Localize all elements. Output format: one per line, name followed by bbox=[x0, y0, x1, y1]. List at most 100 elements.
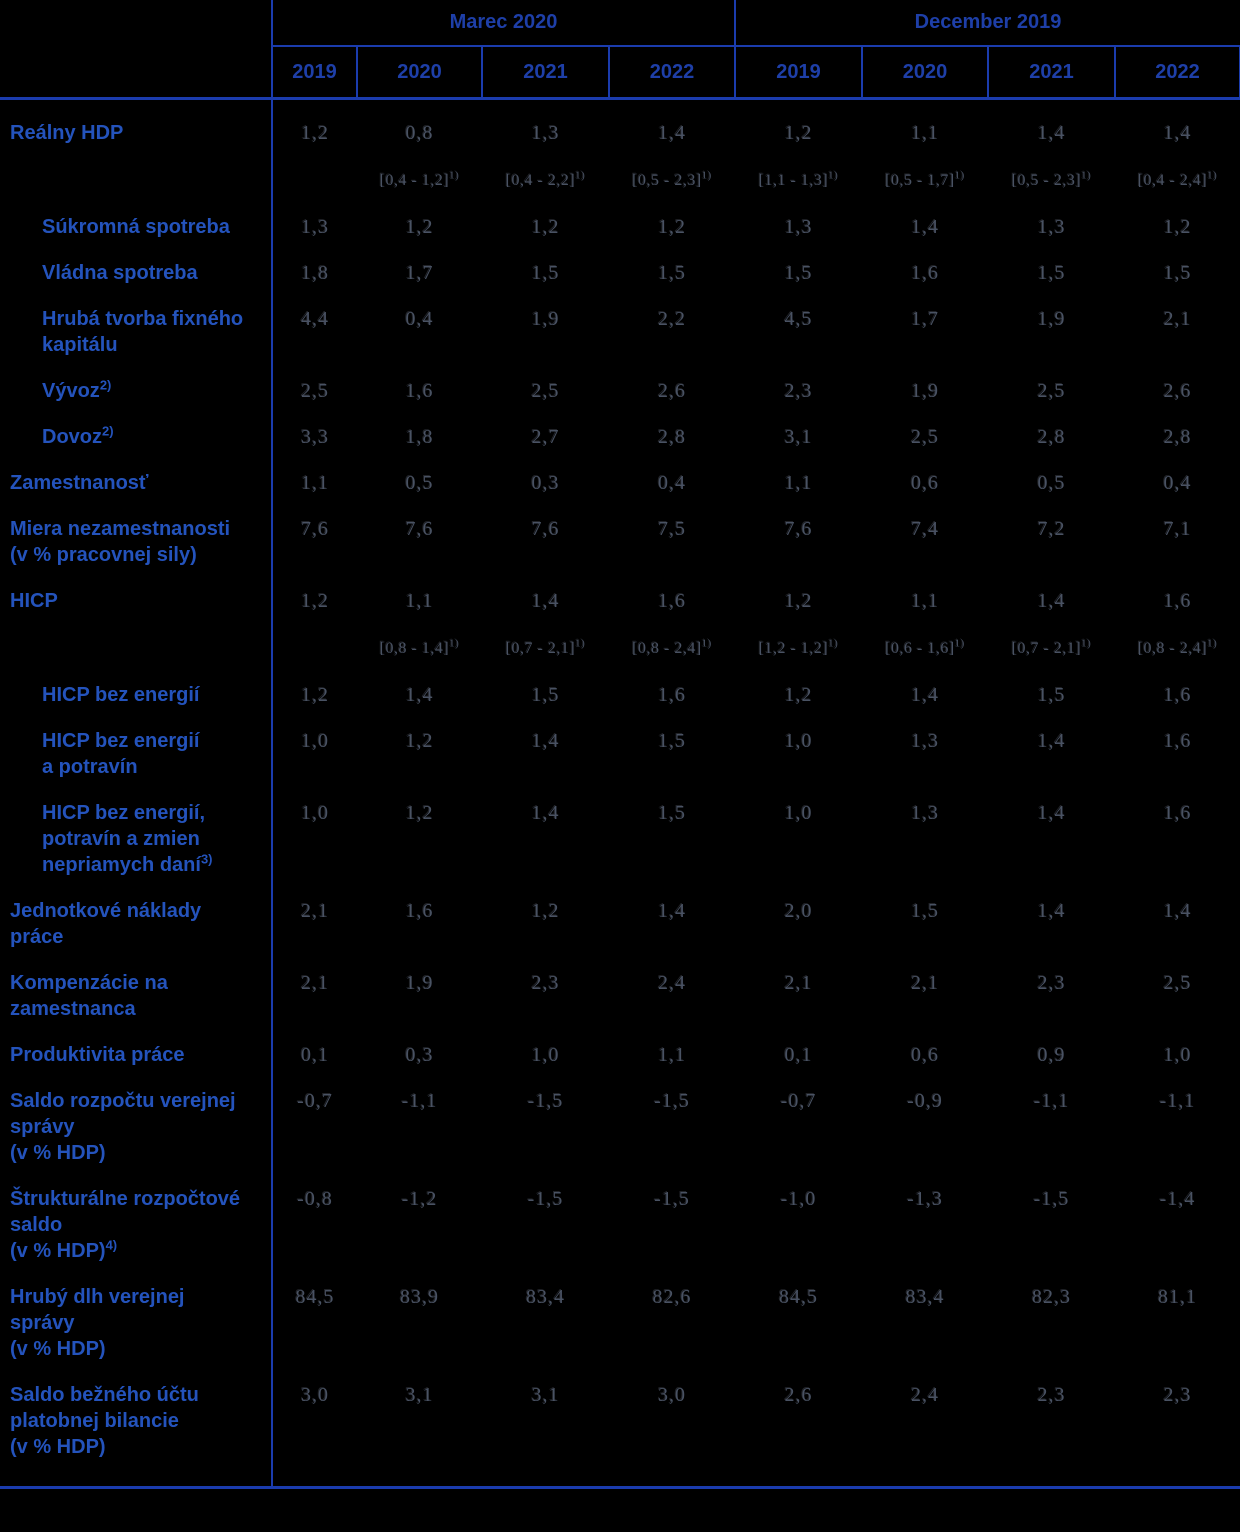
value-cell: 1,5 bbox=[531, 684, 560, 706]
value-cell: 1,6 bbox=[1163, 802, 1192, 824]
year-header-marec-2021: 2021 bbox=[481, 45, 610, 100]
row-label: HICP bez energií a potravín bbox=[0, 708, 273, 780]
value-cell: 1,8 bbox=[301, 262, 329, 284]
table-row-hicp-bez-energii-potravin-dani: HICP bez energií, potravín a zmien nepriam… bbox=[0, 780, 1240, 878]
value-cell: 1,5 bbox=[531, 262, 560, 284]
uncertainty-range: [0,5 - 1,7]1) bbox=[885, 169, 965, 189]
value-cell: 7,6 bbox=[784, 518, 813, 540]
value-cell: 1,0 bbox=[784, 802, 813, 824]
value-cell: 7,6 bbox=[405, 518, 434, 540]
value-cell: 1,1 [0,6 - 1,6]1) bbox=[862, 568, 988, 662]
value-cell: 2,5 bbox=[1037, 380, 1066, 402]
value-cell: 1,5 bbox=[658, 262, 686, 284]
value-cell: 2,8 bbox=[658, 426, 686, 448]
table-row-miera-nezamestnanosti: Miera nezamestnanosti (v % pracovnej sily… bbox=[0, 496, 1240, 568]
value-cell: 2,6 bbox=[1163, 380, 1192, 402]
value-cell: 1,9 bbox=[911, 380, 939, 402]
value-cell: -1,1 bbox=[401, 1090, 438, 1112]
value-cell: 2,7 bbox=[531, 426, 560, 448]
value-cell: 2,4 bbox=[862, 1362, 988, 1489]
value-cell: 0,6 bbox=[911, 1044, 939, 1066]
value-cell: 0,1 bbox=[301, 1044, 329, 1066]
group-header-row: Marec 2020 December 2019 bbox=[0, 0, 1240, 47]
value-cell: 2,3 bbox=[1115, 1362, 1240, 1489]
value-cell: 2,5 bbox=[911, 426, 939, 448]
value-cell: 1,4 [0,4 - 2,4]1) bbox=[1115, 99, 1240, 195]
value-cell: 1,4 bbox=[531, 802, 560, 824]
uncertainty-range: [0,4 - 1,2]1) bbox=[379, 169, 460, 189]
value-cell: 2,1 bbox=[911, 972, 939, 994]
value-cell: 82,3 bbox=[1032, 1286, 1071, 1308]
year-header-marec-2022: 2022 bbox=[608, 45, 736, 100]
value-cell: 81,1 bbox=[1158, 1286, 1198, 1308]
value-cell: 0,1 bbox=[784, 1044, 813, 1066]
value-cell: -0,8 bbox=[297, 1188, 333, 1210]
value-cell: 3,0 bbox=[272, 1362, 357, 1489]
value-cell: 1,0 bbox=[301, 802, 329, 824]
uncertainty-range: [1,2 - 1,2]1) bbox=[758, 637, 839, 657]
value-cell: 1,5 bbox=[1163, 262, 1192, 284]
value-cell: 0,4 bbox=[1163, 472, 1192, 494]
value-cell: 1,2 bbox=[405, 216, 434, 238]
row-label: Štrukturálne rozpočtové saldo (v % HDP)4) bbox=[0, 1166, 273, 1264]
value-cell: 7,6 bbox=[531, 518, 560, 540]
value-cell: 1,0 bbox=[784, 730, 813, 752]
value-cell: 2,3 bbox=[531, 972, 560, 994]
uncertainty-range: [0,5 - 2,3]1) bbox=[632, 169, 712, 189]
value-cell: 1,1 bbox=[784, 472, 813, 494]
value-cell: 1,4 [0,5 - 2,3]1) bbox=[988, 99, 1115, 195]
value-cell: 1,6 bbox=[405, 900, 434, 922]
value-cell: 2,3 bbox=[784, 380, 813, 402]
value-cell: 1,7 bbox=[911, 308, 939, 330]
value-cell: 2,8 bbox=[1163, 426, 1192, 448]
table-row-sukromna-spotreba: Súkromná spotreba 1,3 1,2 1,2 1,2 1,3 1,4 1,3 1,… bbox=[0, 194, 1240, 240]
value-cell: 2,5 bbox=[301, 380, 329, 402]
value-cell: 3,1 bbox=[482, 1362, 609, 1489]
value-cell: 1,4 bbox=[911, 216, 939, 238]
value-cell: 1,7 bbox=[405, 262, 434, 284]
table-row-hicp-bez-energii: HICP bez energií 1,2 1,4 1,5 1,6 1,2 1,4 1,5 1,6 bbox=[0, 662, 1240, 708]
table-row-hicp: HICP 1,2 1,1 [0,8 - 1,4]1) 1,4 [0,7 - 2,1]1) 1… bbox=[0, 568, 1240, 662]
value-cell: 0,5 bbox=[1037, 472, 1066, 494]
value-cell: 3,1 bbox=[784, 426, 813, 448]
value-cell: -1,0 bbox=[780, 1188, 817, 1210]
year-header-december-2019: 2019 bbox=[734, 45, 863, 100]
value-cell: 1,4 bbox=[1037, 900, 1066, 922]
value-cell: 1,2 bbox=[658, 216, 686, 238]
uncertainty-range: [0,5 - 2,3]1) bbox=[1011, 169, 1092, 189]
group-header-december-2019: December 2019 bbox=[735, 0, 1240, 47]
value-cell: 1,2 [1,2 - 1,2]1) bbox=[735, 568, 862, 662]
value-cell: 0,9 bbox=[1037, 1044, 1066, 1066]
value-cell: 1,1 [0,5 - 1,7]1) bbox=[862, 99, 988, 195]
value-cell: 7,1 bbox=[1163, 518, 1192, 540]
value-cell: 2,2 bbox=[658, 308, 686, 330]
value-cell: 1,5 bbox=[658, 802, 686, 824]
value-cell: 2,1 bbox=[301, 900, 329, 922]
value-cell: -1,5 bbox=[527, 1188, 564, 1210]
row-label: Jednotkové náklady práce bbox=[0, 878, 273, 950]
value-cell: 2,3 bbox=[988, 1362, 1115, 1489]
value-cell: 1,4 bbox=[405, 684, 434, 706]
value-cell: 1,2 bbox=[405, 802, 434, 824]
value-cell: 1,3 bbox=[784, 216, 813, 238]
row-label: Zamestnanosť bbox=[0, 450, 273, 496]
row-label: Saldo bežného účtu platobnej bilancie (v %… bbox=[0, 1362, 273, 1489]
value-cell: 0,5 bbox=[405, 472, 434, 494]
value-cell: 1,6 bbox=[1163, 730, 1192, 752]
value-cell: 1,3 [0,4 - 2,2]1) bbox=[482, 99, 609, 195]
value-cell: 1,2 bbox=[301, 684, 329, 706]
value-cell: 1,2 bbox=[784, 684, 813, 706]
value-cell: 1,1 [0,8 - 1,4]1) bbox=[357, 568, 482, 662]
value-cell: 2,6 bbox=[658, 380, 686, 402]
corner-cell bbox=[0, 0, 273, 46]
value-cell: -1,5 bbox=[1033, 1188, 1070, 1210]
value-cell: -1,5 bbox=[654, 1090, 690, 1112]
row-label: Dovoz2) bbox=[0, 404, 273, 450]
table-row-dovoz: Dovoz2) 3,3 1,8 2,7 2,8 3,1 2,5 2,8 2,8 bbox=[0, 404, 1240, 450]
value-cell: -0,7 bbox=[780, 1090, 817, 1112]
value-cell: 1,6 bbox=[658, 684, 686, 706]
value-cell: 2,6 bbox=[735, 1362, 862, 1489]
value-cell: -1,1 bbox=[1033, 1090, 1070, 1112]
year-header-row: 2019 2020 2021 2022 2019 2020 2021 2022 bbox=[0, 45, 1240, 100]
value-cell: 1,1 bbox=[301, 472, 329, 494]
